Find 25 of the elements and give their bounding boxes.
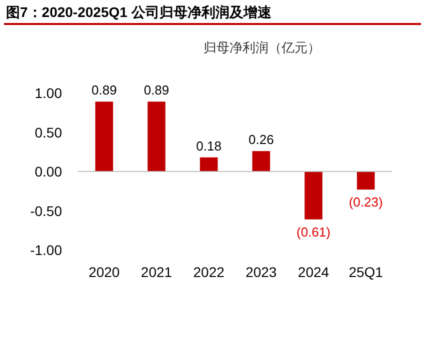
- y-tick-label: -0.50: [30, 202, 62, 219]
- data-label: 0.26: [248, 132, 274, 148]
- chart-subtitle: 归母净利润（亿元）: [204, 40, 320, 55]
- chart-title: 图7：2020-2025Q1 公司归母净利润及增速: [6, 4, 272, 20]
- data-label: 0.89: [92, 82, 117, 98]
- x-tick-label: 2024: [298, 264, 330, 280]
- bar: [304, 172, 322, 220]
- bar: [148, 102, 166, 172]
- y-tick-label: 1.00: [34, 85, 62, 101]
- x-tick-label: 2020: [88, 264, 120, 280]
- x-tick-label: 2022: [193, 264, 225, 280]
- bar: [200, 157, 218, 172]
- bar: [356, 172, 375, 190]
- data-label: (0.61): [296, 224, 330, 240]
- y-tick-label: 0.50: [34, 124, 62, 140]
- data-label: 0.18: [196, 138, 222, 154]
- bar: [95, 102, 114, 172]
- data-label: (0.23): [348, 194, 383, 210]
- x-tick-label: 2023: [246, 264, 277, 280]
- bar: [252, 151, 270, 172]
- data-label: 0.89: [144, 82, 170, 98]
- x-tick-label: 2021: [140, 264, 172, 280]
- x-tick-label: 25Q1: [348, 264, 384, 280]
- y-tick-label: -1.00: [30, 242, 62, 258]
- y-tick-label: 0.00: [34, 164, 62, 180]
